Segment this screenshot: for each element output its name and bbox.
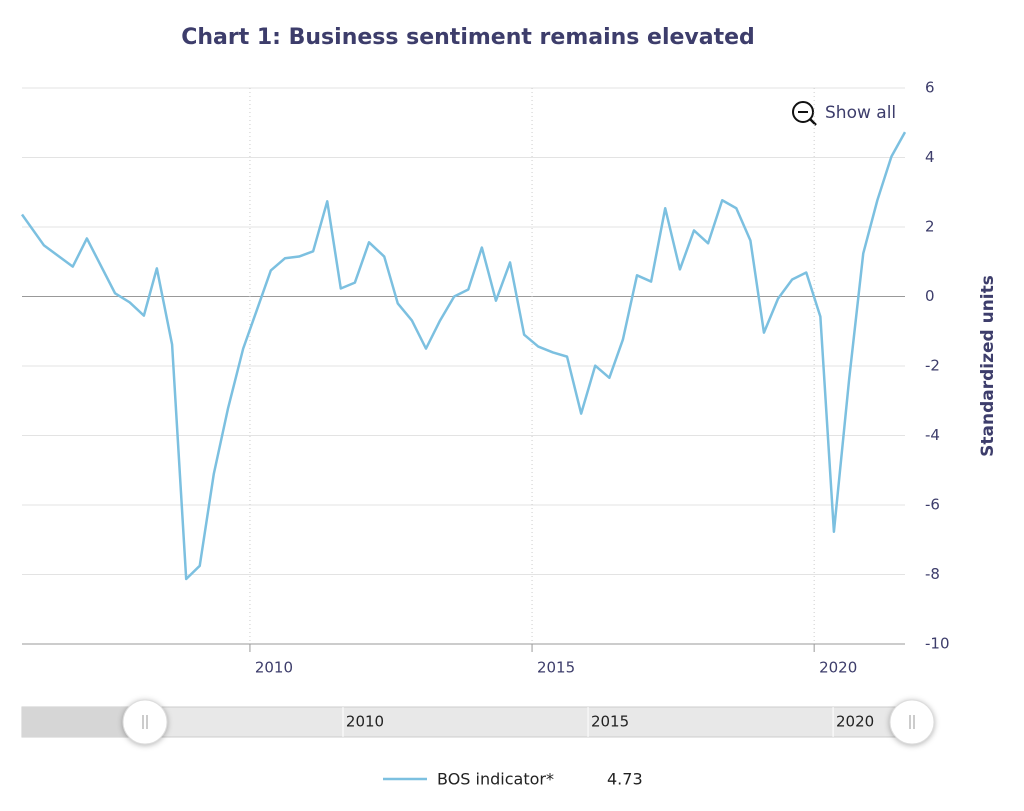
zoom-icon-handle: [809, 118, 817, 126]
y-tick-label: -10: [925, 635, 950, 653]
x-tick-label: 2020: [819, 659, 857, 677]
legend-value: 4.73: [607, 770, 643, 789]
navigator-handle[interactable]: [122, 699, 168, 745]
button-label[interactable]: Show all: [825, 103, 896, 123]
zoom-icon: [792, 101, 814, 123]
legend-label: BOS indicator*: [437, 770, 554, 789]
y-axis-label: Standardized units: [978, 275, 998, 457]
show-all-button[interactable]: Show all: [792, 101, 896, 126]
y-tick-label: -6: [925, 496, 940, 514]
navigator-handle[interactable]: [889, 699, 935, 745]
y-tick-label: 2: [925, 218, 935, 236]
x-tick-label: 2015: [537, 659, 575, 677]
y-tick-label: -8: [925, 565, 940, 583]
navigator-label: 2015: [591, 713, 629, 731]
navigator-track: [21, 706, 913, 738]
y-tick-label: 6: [925, 79, 935, 97]
y-tick-label: -4: [925, 426, 940, 444]
y-tick-label: 0: [925, 287, 935, 305]
y-tick-label: -2: [925, 357, 940, 375]
y-tick-label: 4: [925, 148, 935, 166]
chart-title: Chart 1: Business sentiment remains elev…: [181, 25, 755, 50]
navigator-label: 2010: [346, 713, 384, 731]
data-line: [20, 131, 907, 581]
x-tick-label: 2010: [255, 659, 293, 677]
navigator-label: 2020: [836, 713, 874, 731]
